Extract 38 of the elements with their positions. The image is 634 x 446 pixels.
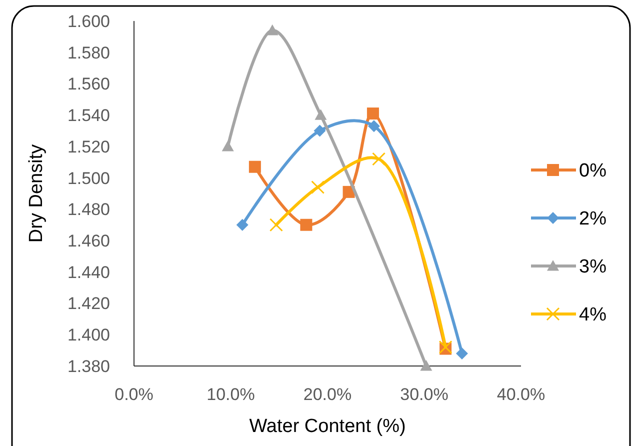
legend-label: 3% [579, 256, 607, 278]
y-tick-label: 1.480 [67, 200, 110, 220]
point [311, 180, 325, 194]
x-tick-label: 20.0% [303, 385, 352, 404]
point [314, 124, 326, 137]
x-tick-label: 30.0% [400, 385, 448, 404]
point [236, 218, 248, 231]
y-tick-label: 1.420 [67, 294, 110, 314]
legend-label: 2% [579, 208, 607, 230]
y-tick-label: 1.500 [67, 168, 110, 188]
y-tick-label: 1.580 [67, 43, 110, 62]
legend-label: 0% [579, 160, 607, 182]
point [372, 152, 386, 166]
point [266, 24, 278, 36]
x-tick-label: 40.0% [496, 385, 546, 404]
y-tick-label: 1.460 [67, 231, 110, 250]
y-tick-label: 1.400 [67, 326, 110, 345]
point [456, 347, 468, 360]
point [314, 109, 327, 120]
point [368, 120, 380, 132]
x-axis-title: Water Content (%) [249, 416, 406, 437]
point [222, 140, 234, 152]
y-tick-label: 1.380 [67, 356, 110, 376]
point [300, 218, 312, 231]
point [248, 160, 261, 173]
y-axis-title: Dry Density [26, 144, 47, 243]
point [420, 360, 432, 371]
x-tick-label: 0.0% [114, 385, 154, 404]
y-tick-label: 1.520 [67, 137, 110, 156]
x-tick-label: 10.0% [206, 385, 255, 404]
legend-label: 4% [579, 304, 607, 326]
y-tick-label: 1.440 [67, 262, 110, 282]
y-tick-label: 1.560 [67, 74, 110, 94]
point [366, 108, 379, 120]
y-tick-label: 1.540 [67, 106, 110, 126]
point [269, 218, 283, 232]
y-tick-label: 1.600 [67, 12, 110, 31]
point [438, 340, 452, 354]
